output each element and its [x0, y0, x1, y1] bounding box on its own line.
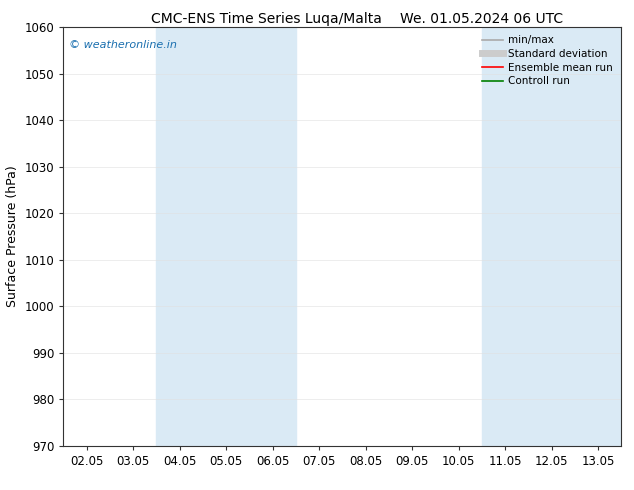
Legend: min/max, Standard deviation, Ensemble mean run, Controll run: min/max, Standard deviation, Ensemble me…	[479, 32, 616, 89]
Y-axis label: Surface Pressure (hPa): Surface Pressure (hPa)	[6, 166, 19, 307]
Text: CMC-ENS Time Series Luqa/Malta: CMC-ENS Time Series Luqa/Malta	[151, 12, 382, 26]
Bar	[157, 27, 296, 446]
Text: © weatheronline.in: © weatheronline.in	[69, 40, 177, 49]
Bar	[482, 27, 621, 446]
Text: We. 01.05.2024 06 UTC: We. 01.05.2024 06 UTC	[400, 12, 564, 26]
